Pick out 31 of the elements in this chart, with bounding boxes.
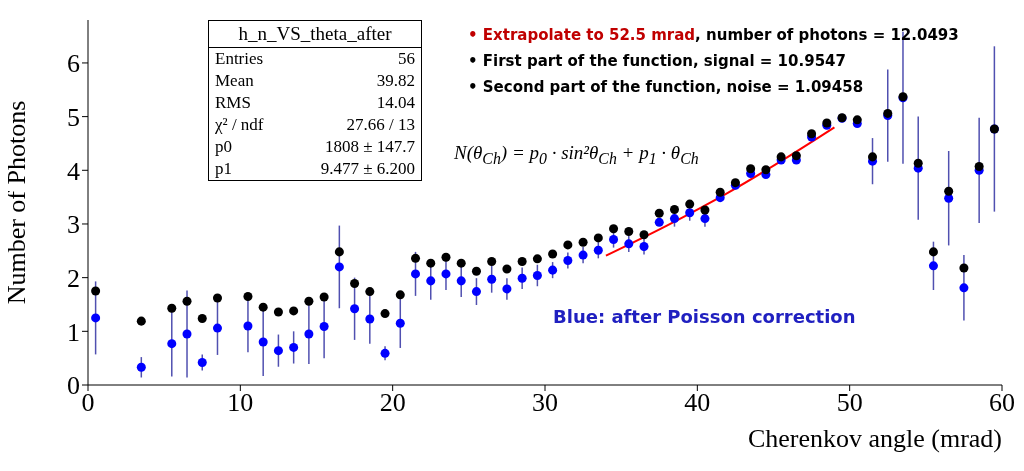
annotation: • First part of the function, signal = 10.9547 <box>468 51 847 72</box>
annotation: h_n_VS_theta_after <box>209 21 421 48</box>
annotation: Entries <box>215 49 264 69</box>
x-tick-label: 50 <box>836 388 863 418</box>
annotation: • Second part of the function, noise = 1.09458 <box>468 77 865 98</box>
x-tick-label: 20 <box>379 388 406 418</box>
text: N(θ$_{Ch}$) = p$_{0}$ · sin²θ$_{Ch}$ + p$_{1}$ · θ$_{Ch}$ <box>454 142 699 167</box>
annotation: 14.04 <box>376 93 415 113</box>
x-tick-label: 10 <box>227 388 254 418</box>
annotation: 39.82 <box>376 71 415 91</box>
annotation: 9.477 ± 6.200 <box>320 159 415 179</box>
annotation: p0 <box>215 137 232 157</box>
annotation: 1808 ± 147.7 <box>324 137 415 157</box>
x-axis-title: Cherenkov angle (mrad) <box>747 424 1002 453</box>
x-tick-label: 40 <box>684 388 711 418</box>
y-tick-label: 4 <box>67 156 80 186</box>
y-tick-label: 3 <box>67 210 80 240</box>
y-tick-label: 2 <box>67 263 80 293</box>
annotation: Blue: after Poisson correction <box>553 306 856 327</box>
annotation: 27.66 / 13 <box>346 115 415 135</box>
annotation: RMS <box>215 93 251 113</box>
annotation: 56 <box>398 49 415 69</box>
y-tick-label: 6 <box>67 49 80 79</box>
x-tick-label: 30 <box>532 388 558 418</box>
y-tick-label: 5 <box>67 102 80 132</box>
x-tick-label: 60 <box>989 388 1015 418</box>
annotation: p1 <box>215 159 232 179</box>
y-tick-label: 1 <box>67 317 80 347</box>
annotation: χ² / ndf <box>215 115 264 135</box>
annotation: • Extrapolate to 52.5 mrad <box>468 26 696 44</box>
annotation: Mean <box>215 71 254 91</box>
